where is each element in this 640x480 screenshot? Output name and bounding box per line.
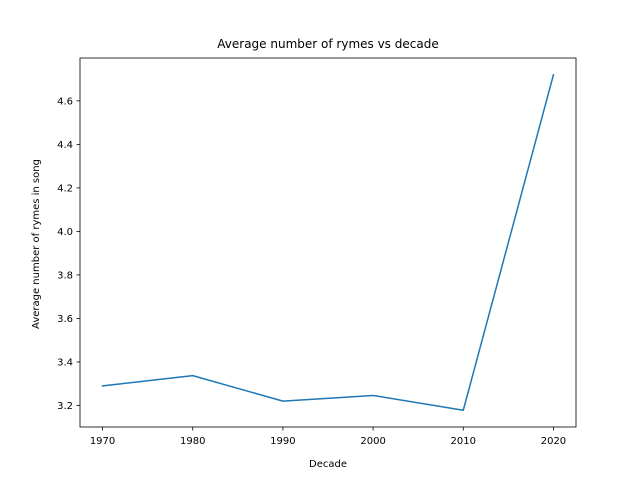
series-line: [101, 73, 555, 411]
y-tick-label: 4.4: [57, 140, 73, 151]
y-tick-label: 3.8: [57, 270, 73, 281]
x-tick-label: 2000: [360, 436, 385, 447]
x-axis-label: Decade: [309, 459, 347, 470]
y-tick-label: 4.2: [57, 183, 73, 194]
y-tick-label: 4.0: [57, 227, 73, 238]
chart-title: Average number of rymes vs decade: [217, 37, 438, 51]
x-tick-label: 1980: [180, 436, 205, 447]
plot-area: 1970 1980 1990 2000 2010 2020 3.2 3.4 3.6 3.8 4.0 4…: [57, 57, 577, 447]
x-tick-label: 1990: [270, 436, 295, 447]
x-tick-label: 2010: [451, 436, 476, 447]
y-tick-label: 4.6: [57, 96, 73, 107]
x-tick-label: 1970: [90, 436, 115, 447]
y-axis-label: Average number of rymes in song: [31, 159, 42, 329]
plot-frame: [79, 57, 577, 428]
y-tick-label: 3.4: [57, 357, 73, 368]
y-tick-label: 3.6: [57, 314, 73, 325]
x-tick-label: 2020: [541, 436, 566, 447]
y-tick-label: 3.2: [57, 401, 73, 412]
